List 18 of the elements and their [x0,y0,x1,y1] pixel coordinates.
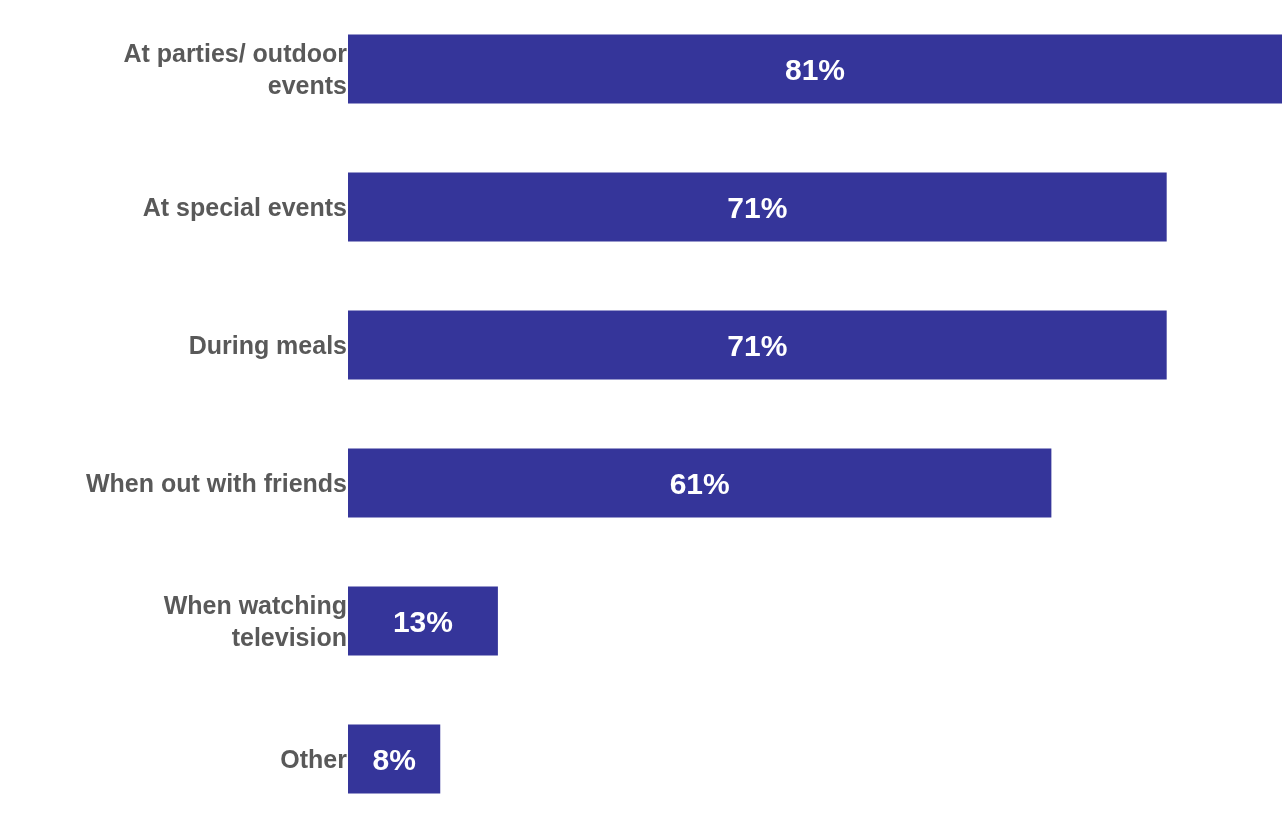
data-label: 71% [727,328,788,362]
y-tick-label: When watching television [163,590,347,651]
bar [348,34,1282,104]
data-label: 81% [784,52,846,86]
data-label: 61% [669,466,730,500]
bar [348,172,1167,242]
data-label: 71% [727,190,788,224]
bar [348,586,498,656]
bar [348,724,441,794]
y-tick-label: When out with friends [85,468,347,497]
y-tick-label: Other [280,744,348,773]
bar [348,310,1167,380]
y-tick-label: At special events [142,192,347,221]
bar [348,448,1052,518]
data-label: 13% [392,604,453,638]
data-label: 8% [372,742,416,776]
y-tick-label: At parties/ outdoor events [123,38,348,99]
y-tick-label: During meals [188,330,347,359]
